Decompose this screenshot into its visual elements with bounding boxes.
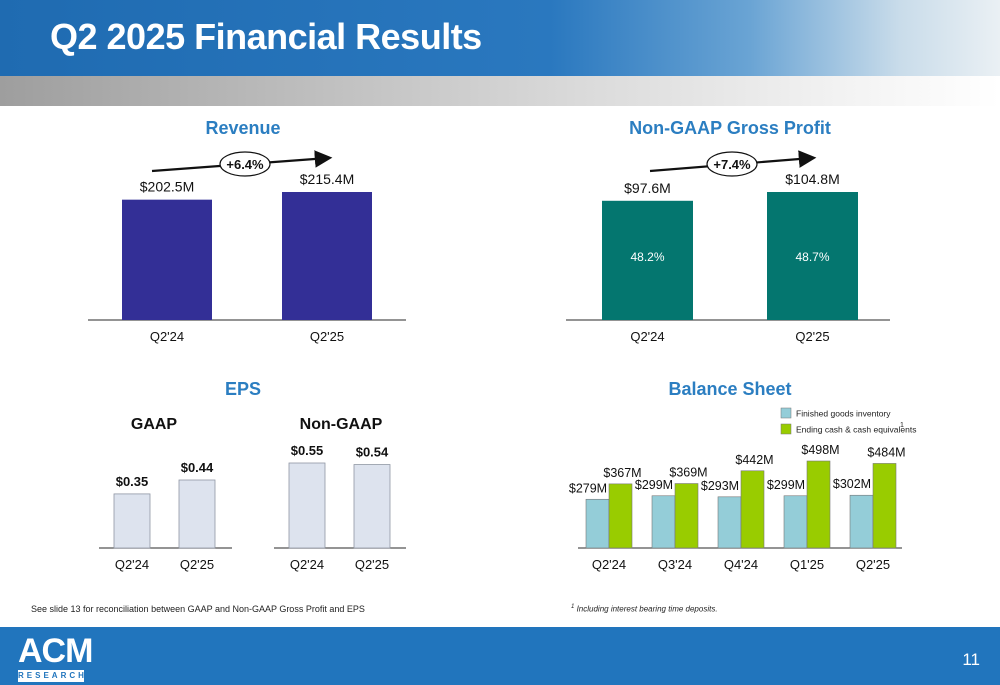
x-tick-label: Q2'25 <box>310 329 344 344</box>
legend-label: Finished goods inventory <box>796 409 891 419</box>
bar-value-label: $299M <box>635 478 673 492</box>
bar-0 <box>602 200 693 320</box>
revenue-chart: $202.5M Q2'24 $215.4M Q2'25 +6.4% <box>88 150 406 344</box>
revenue-title: Revenue <box>205 118 281 138</box>
legend-label: Ending cash & cash equivalents <box>796 425 917 435</box>
gross-profit-chart: $97.6M Q2'24 48.2% $104.8M Q2'25 48.7% +7.4% <box>566 150 890 344</box>
legend-swatch <box>780 407 792 419</box>
balance-bar-cash <box>674 483 699 549</box>
x-tick-label: Q2'25 <box>795 329 829 344</box>
x-tick-label: Q2'25 <box>856 557 890 572</box>
eps-title: EPS <box>224 379 262 399</box>
eps-bar <box>113 493 151 549</box>
bar-value-label: $279M <box>569 481 607 495</box>
footer-bar <box>0 627 1000 685</box>
gross-profit-title: Non-GAAP Gross Profit <box>629 118 831 138</box>
growth-bubble <box>706 151 758 177</box>
eps-bar <box>353 464 391 549</box>
eps-chart: GAAP $0.35 Q2'24 $0.44 Q2'25 Non-GAAP $0.55 Q2'… <box>99 416 406 572</box>
x-tick-label: Q2'24 <box>115 557 149 572</box>
bar-1 <box>282 192 372 320</box>
bar-1 <box>767 192 858 320</box>
acm-research-logo: ACM RESEARCH <box>18 632 93 682</box>
balance-bar-inventory <box>849 494 874 549</box>
balance-bar-inventory <box>585 498 610 549</box>
x-tick-label: Q2'24 <box>592 557 626 572</box>
charts-canvas: $202.5M Q2'24 $215.4M Q2'25 +6.4% $97.6M Q2'2… <box>88 150 917 572</box>
bar-value-label: $442M <box>735 453 773 467</box>
x-tick-label: Q2'24 <box>290 557 324 572</box>
page-number: 11 <box>962 650 980 669</box>
x-tick-label: Q3'24 <box>658 557 692 572</box>
header-gradient-bar <box>0 76 1000 106</box>
eps-panel-title: Non-GAAP <box>300 416 383 433</box>
x-tick-label: Q4'24 <box>724 557 758 572</box>
balance-sheet-title: Balance Sheet <box>668 379 792 399</box>
balance-bar-cash <box>608 483 633 549</box>
x-tick-label: Q1'25 <box>790 557 824 572</box>
bar-value-label: $369M <box>669 466 707 480</box>
legend-superscript: 1 <box>900 422 904 429</box>
bar-value-label: $0.55 <box>291 443 324 458</box>
x-tick-label: Q2'25 <box>180 557 214 572</box>
balance-bar-cash <box>806 460 831 549</box>
eps-bar <box>288 462 326 549</box>
bar-value-label: $202.5M <box>140 179 194 195</box>
growth-label: +6.4% <box>226 157 264 172</box>
balance-bar-cash <box>740 470 765 549</box>
bar-value-label: $104.8M <box>785 171 839 187</box>
x-tick-label: Q2'24 <box>630 329 664 344</box>
bar-value-label: $215.4M <box>300 171 354 187</box>
bar-value-label: $498M <box>801 443 839 457</box>
x-tick-label: Q2'24 <box>150 329 184 344</box>
footnote-marker: 1 <box>571 604 575 610</box>
page-title: Q2 2025 Financial Results <box>50 16 482 57</box>
eps-bar <box>178 479 216 549</box>
bar-inner-label: 48.2% <box>630 250 664 264</box>
footnote-deposits: 1 Including interest bearing time deposi… <box>571 604 718 614</box>
bar-value-label: $0.35 <box>116 474 149 489</box>
bar-value-label: $299M <box>767 478 805 492</box>
growth-bubble <box>219 151 271 177</box>
x-tick-label: Q2'25 <box>355 557 389 572</box>
eps-panel-title: GAAP <box>131 416 178 433</box>
bar-inner-label: 48.7% <box>795 250 829 264</box>
bar-value-label: $0.54 <box>356 445 389 460</box>
footnote-text: Including interest bearing time deposits… <box>576 604 718 614</box>
bar-value-label: $367M <box>603 466 641 480</box>
logo-main-text: ACM <box>18 632 93 670</box>
bar-value-label: $97.6M <box>624 180 671 196</box>
balance-bar-cash <box>872 463 897 549</box>
balance-bar-inventory <box>651 495 676 549</box>
bar-value-label: $293M <box>701 479 739 493</box>
bar-0 <box>122 199 212 320</box>
balance-sheet-chart: $279M$367MQ2'24$299M$369MQ3'24$293M$442M… <box>569 407 917 572</box>
legend-swatch <box>780 423 792 435</box>
reconciliation-note: See slide 13 for reconciliation between … <box>31 604 365 614</box>
bar-value-label: $484M <box>867 445 905 459</box>
header-banner <box>0 0 1000 76</box>
balance-bar-inventory <box>783 495 808 549</box>
balance-bar-inventory <box>717 496 742 549</box>
logo-sub-text: RESEARCH <box>18 670 87 682</box>
bar-value-label: $0.44 <box>181 460 214 475</box>
bar-value-label: $302M <box>833 477 871 491</box>
growth-label: +7.4% <box>713 157 751 172</box>
